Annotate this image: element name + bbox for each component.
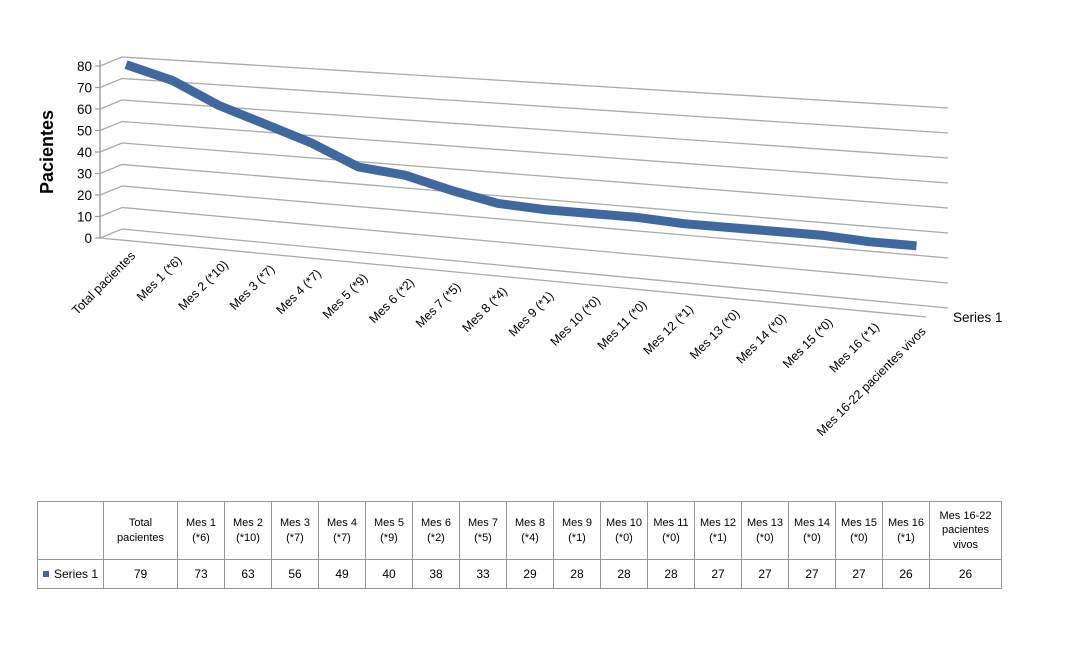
- category-label: Mes 12 (*1): [641, 302, 697, 358]
- table-header-cell: Mes 11 (*0): [647, 501, 695, 560]
- table-value-cell: 38: [412, 559, 460, 589]
- gridline: [99, 99, 949, 159]
- value-tick-label: 0: [84, 231, 92, 246]
- table-value-cell: 27: [741, 559, 789, 589]
- category-label: Mes 4 (*7): [273, 266, 324, 317]
- table-header-cell: Mes 8 (*4): [506, 501, 554, 560]
- table-header-cell: Mes 14 (*0): [788, 501, 836, 560]
- table-value-cell: 29: [506, 559, 554, 589]
- table-value-cell: 33: [459, 559, 507, 589]
- gridline: [99, 142, 949, 209]
- table-value-cell: 28: [600, 559, 648, 589]
- gridline: [99, 206, 949, 284]
- table-header-cell: Mes 9 (*1): [553, 501, 601, 560]
- gridline: [99, 120, 949, 184]
- table-value-cell: 28: [647, 559, 695, 589]
- table-value-cell: 56: [271, 559, 319, 589]
- table-header-cell: Mes 6 (*2): [412, 501, 460, 560]
- value-tick-label: 30: [77, 166, 92, 181]
- data-table-container: Total pacientes Mes 1 (*6) Mes 2 (*10) Mes …: [37, 501, 1002, 589]
- gridline: [99, 56, 949, 109]
- floor-front-edge: [99, 237, 927, 318]
- category-label: Mes 15 (*0): [780, 315, 836, 371]
- table-value-cell: 40: [365, 559, 413, 589]
- table-value-cell: 26: [929, 559, 1002, 589]
- value-tick-label: 20: [77, 188, 92, 203]
- category-label: Mes 5 (*9): [320, 271, 371, 322]
- table-value-cell: 27: [788, 559, 836, 589]
- table-value-cell: 79: [103, 559, 178, 589]
- legend-label: Series 1: [953, 310, 1003, 325]
- gridline: [99, 228, 949, 309]
- table-header-cell: Mes 10 (*0): [600, 501, 648, 560]
- table-value-cell: 26: [882, 559, 930, 589]
- table-header-cell: Mes 16-22 pacientes vivos: [929, 501, 1002, 560]
- value-tick-label: 40: [77, 145, 92, 160]
- category-label: Mes 11 (*0): [595, 298, 650, 353]
- category-label: Mes 8 (*4): [459, 284, 510, 335]
- table-value-cell: 28: [553, 559, 601, 589]
- table-series-legend-cell: Series 1: [37, 559, 104, 589]
- table-header-cell: Mes 2 (*10): [224, 501, 272, 560]
- table-value-cell: 49: [318, 559, 366, 589]
- table-header-cell: Mes 12 (*1): [694, 501, 742, 560]
- series-legend-key-icon: [42, 571, 49, 577]
- category-label: Mes 7 (*5): [413, 280, 464, 331]
- table-header-cell: Mes 13 (*0): [741, 501, 789, 560]
- category-label: Mes 16-22 pacientes vivos: [814, 324, 929, 439]
- table-header-cell: Mes 4 (*7): [318, 501, 366, 560]
- value-tick-label: 80: [77, 59, 92, 74]
- category-label: Mes 9 (*1): [506, 289, 557, 340]
- category-label: Total pacientes: [69, 249, 138, 318]
- gridline: [99, 77, 949, 134]
- gridline: [99, 163, 949, 234]
- table-header-cell: Total pacientes: [103, 501, 178, 560]
- gridline: [99, 185, 949, 259]
- table-header-cell: Mes 7 (*5): [459, 501, 507, 560]
- table-value-cell: 63: [224, 559, 272, 589]
- table-header-cell: Mes 16 (*1): [882, 501, 930, 560]
- value-tick-label: 50: [77, 123, 92, 138]
- table-value-cell: 73: [177, 559, 225, 589]
- category-label: Mes 3 (*7): [227, 262, 278, 313]
- category-label: Mes 14 (*0): [734, 311, 790, 367]
- value-tick-label: 60: [77, 102, 92, 117]
- table-header-cell: Mes 3 (*7): [271, 501, 319, 560]
- value-tick-label: 70: [77, 80, 92, 95]
- category-label: Mes 2 (*10): [176, 258, 232, 314]
- category-label: Mes 10 (*0): [548, 293, 604, 349]
- category-label: Mes 1 (*6): [134, 253, 185, 304]
- table-header-cell: Mes 5 (*9): [365, 501, 413, 560]
- table-header-cell: Mes 15 (*0): [835, 501, 883, 560]
- table-header-cell: Mes 1 (*6): [177, 501, 225, 560]
- series-line: [124, 60, 917, 251]
- category-label: Mes 16 (*1): [827, 320, 883, 376]
- category-label: Mes 13 (*0): [687, 307, 743, 363]
- y-axis-title: Pacientes: [37, 110, 57, 194]
- table-value-cell: 27: [694, 559, 742, 589]
- value-tick-label: 10: [77, 209, 92, 224]
- series-row-label: Series 1: [53, 567, 99, 581]
- table-value-cell: 27: [835, 559, 883, 589]
- chart-svg: 0 10 20 30 40 50 60 70 80 Pacientes Total paciente…: [37, 56, 1003, 439]
- chart-data-table: Total pacientes Mes 1 (*6) Mes 2 (*10) Mes …: [37, 501, 1002, 589]
- category-label: Mes 6 (*2): [366, 275, 417, 326]
- table-corner-cell: [37, 501, 104, 560]
